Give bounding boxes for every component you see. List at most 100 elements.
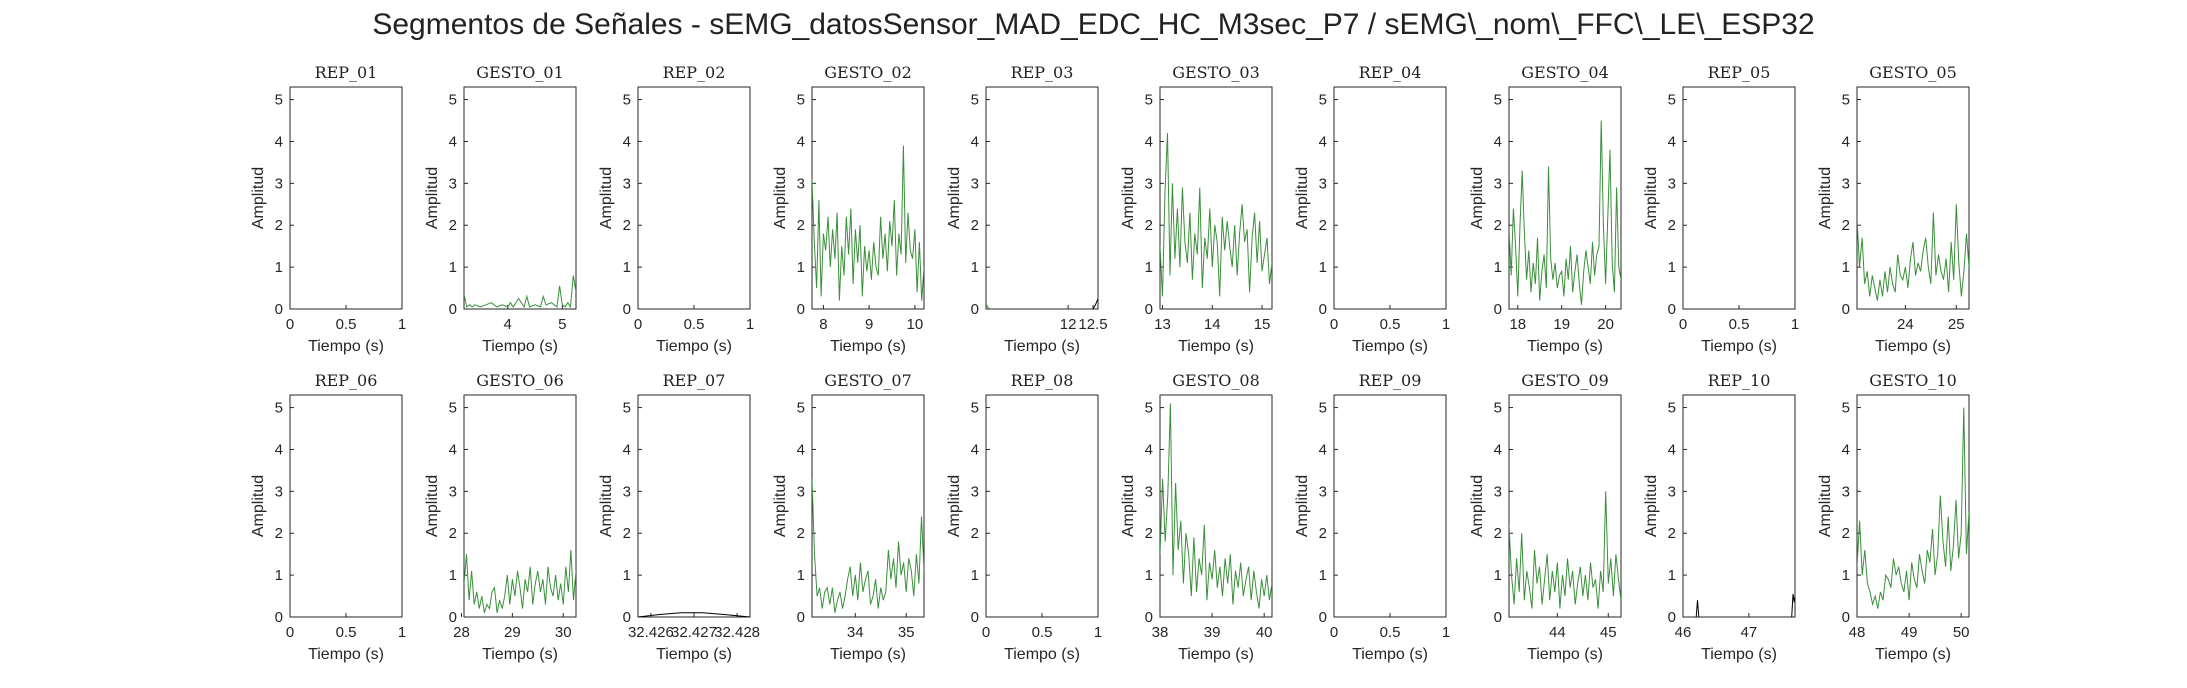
y-tick-label: 0: [275, 609, 283, 626]
subplot-1: 0 1 2 3 4 5 0 0.5 1 REP_01 Tiempo (s) Amplitud: [250, 63, 406, 355]
x-tick-label: 35: [898, 624, 915, 641]
y-tick-label: 3: [449, 483, 457, 500]
x-tick-label: 0.5: [336, 624, 357, 641]
x-tick-label: 0: [286, 624, 294, 641]
x-tick-label: 1: [1094, 624, 1102, 641]
y-tick-label: 5: [971, 92, 979, 109]
y-tick-label: 0: [1319, 609, 1327, 626]
signal-line: [812, 478, 924, 613]
subplot-title: REP_10: [1708, 371, 1771, 390]
y-tick-label: 5: [797, 400, 805, 417]
x-axis-label: Tiempo (s): [830, 646, 906, 663]
y-axis-label: Amplitud: [1294, 475, 1311, 537]
y-tick-label: 2: [275, 217, 283, 234]
y-tick-label: 1: [1494, 567, 1502, 584]
subplot-title: GESTO_03: [1172, 63, 1260, 82]
axes-box: [1682, 86, 1796, 310]
y-tick-label: 0: [797, 301, 805, 318]
x-tick-label: 0.5: [1380, 316, 1401, 333]
y-tick-label: 3: [797, 175, 805, 192]
y-tick-label: 0: [1319, 301, 1327, 318]
axes-box: [463, 86, 577, 310]
subplot-title: REP_03: [1011, 63, 1074, 82]
x-tick-label: 20: [1597, 316, 1614, 333]
subplot-6: 0 1 2 3 4 5 13 14 15 GESTO_03 Tiempo (s) Amplitud: [1120, 63, 1273, 355]
y-tick-label: 4: [1842, 441, 1850, 458]
x-tick-label: 0.5: [1032, 624, 1053, 641]
y-tick-label: 1: [797, 259, 805, 276]
y-tick-label: 1: [1668, 259, 1676, 276]
x-tick-label: 46: [1675, 624, 1692, 641]
y-tick-label: 3: [623, 175, 631, 192]
y-tick-label: 4: [449, 133, 457, 150]
y-tick-label: 0: [1494, 609, 1502, 626]
x-tick-label: 0: [982, 624, 990, 641]
y-tick-label: 0: [971, 609, 979, 626]
y-axis-label: Amplitud: [1817, 475, 1834, 537]
y-tick-label: 1: [797, 567, 805, 584]
y-tick-label: 5: [623, 400, 631, 417]
y-tick-label: 1: [1319, 567, 1327, 584]
y-tick-label: 3: [1319, 175, 1327, 192]
x-tick-label: 0: [286, 316, 294, 333]
axes-box: [1856, 394, 1970, 618]
x-axis-label: Tiempo (s): [830, 338, 906, 355]
x-tick-label: 10: [907, 316, 924, 333]
y-axis-label: Amplitud: [424, 167, 441, 229]
y-tick-label: 1: [1842, 567, 1850, 584]
y-tick-label: 1: [449, 567, 457, 584]
y-tick-label: 5: [275, 92, 283, 109]
x-tick-label: 32.428: [714, 624, 760, 641]
y-tick-label: 2: [1145, 525, 1153, 542]
y-axis-label: Amplitud: [1469, 475, 1486, 537]
y-tick-label: 1: [449, 259, 457, 276]
axes-box: [637, 86, 751, 310]
y-tick-label: 0: [797, 609, 805, 626]
x-axis-label: Tiempo (s): [1178, 646, 1254, 663]
y-tick-label: 3: [971, 483, 979, 500]
y-tick-label: 0: [1842, 609, 1850, 626]
axes-box: [1159, 86, 1273, 310]
y-tick-label: 5: [623, 92, 631, 109]
y-tick-label: 2: [449, 525, 457, 542]
x-tick-label: 47: [1741, 624, 1758, 641]
signal-line: [464, 275, 576, 309]
subplot-title: REP_04: [1359, 63, 1422, 82]
subplot-title: REP_05: [1708, 63, 1771, 82]
y-tick-label: 2: [623, 525, 631, 542]
y-tick-label: 4: [1494, 133, 1502, 150]
x-tick-label: 1: [1442, 316, 1450, 333]
y-tick-label: 3: [1145, 175, 1153, 192]
x-tick-label: 48: [1849, 624, 1866, 641]
y-tick-label: 0: [623, 301, 631, 318]
y-tick-label: 0: [623, 609, 631, 626]
x-axis-label: Tiempo (s): [656, 646, 732, 663]
y-axis-label: Amplitud: [772, 475, 789, 537]
subplot-7: 0 1 2 3 4 5 0 0.5 1 REP_04 Tiempo (s) Amplitud: [1294, 63, 1450, 355]
subplot-title: REP_07: [663, 371, 726, 390]
y-axis-label: Amplitud: [1469, 167, 1486, 229]
x-tick-label: 1: [398, 316, 406, 333]
x-tick-label: 4: [504, 316, 512, 333]
x-tick-label: 34: [847, 624, 864, 641]
x-axis-label: Tiempo (s): [1875, 338, 1951, 355]
x-tick-label: 24: [1897, 316, 1914, 333]
y-tick-label: 1: [971, 259, 979, 276]
x-axis-label: Tiempo (s): [1701, 646, 1777, 663]
x-axis-label: Tiempo (s): [1875, 646, 1951, 663]
y-tick-label: 3: [1842, 175, 1850, 192]
x-tick-label: 0.5: [1380, 624, 1401, 641]
y-tick-label: 3: [1319, 483, 1327, 500]
y-tick-label: 2: [1668, 525, 1676, 542]
y-tick-label: 2: [1842, 525, 1850, 542]
x-tick-label: 1: [1791, 316, 1799, 333]
x-tick-label: 32.426: [628, 624, 674, 641]
signal-line: [812, 145, 924, 301]
y-tick-label: 0: [1842, 301, 1850, 318]
y-tick-label: 1: [1668, 567, 1676, 584]
x-axis-label: Tiempo (s): [482, 338, 558, 355]
x-tick-label: 1: [1442, 624, 1450, 641]
signal-line: [1857, 407, 1969, 609]
